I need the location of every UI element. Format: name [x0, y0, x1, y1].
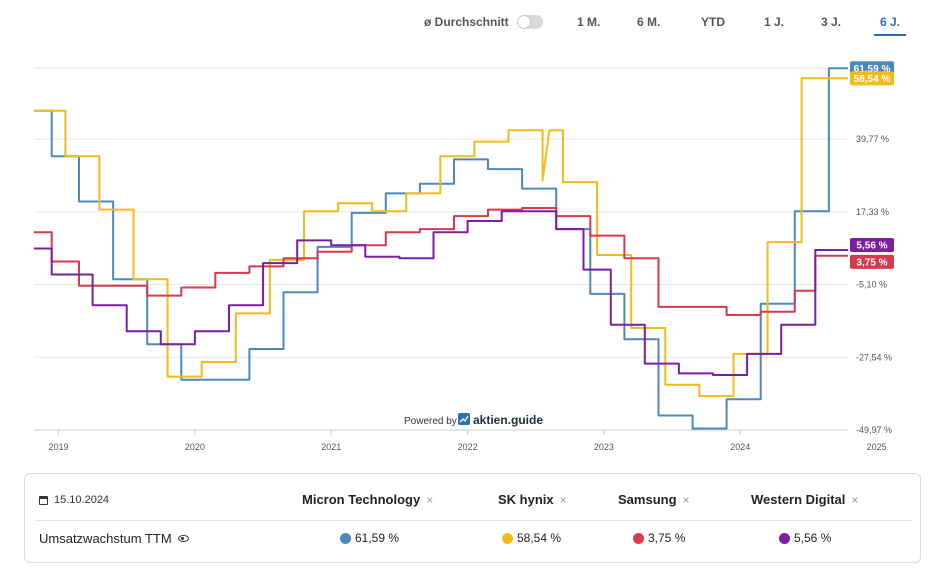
active-range-indicator	[874, 34, 906, 36]
range-1y-button[interactable]: 1 J.	[764, 15, 785, 29]
trend-icon	[459, 415, 469, 423]
value-micron: 61,59 %	[340, 531, 399, 545]
series-line	[34, 210, 848, 376]
badge-label: 5,56 %	[856, 240, 887, 251]
x-tick-label: 2020	[185, 442, 205, 452]
range-1m-button[interactable]: 1 M.	[577, 15, 601, 29]
value-text: 5,56 %	[794, 531, 832, 545]
range-3y-button[interactable]: 3 J.	[821, 15, 842, 29]
range-ytd-button[interactable]: YTD	[701, 15, 725, 29]
last-value-badge: 5,56 %	[850, 237, 894, 252]
company-name: Western Digital	[751, 492, 846, 507]
company-header-westerndigital: Western Digital ×	[751, 492, 858, 507]
value-text: 58,54 %	[517, 531, 562, 545]
badge-box	[850, 254, 894, 269]
value-samsung: 3,75 %	[633, 531, 685, 545]
brand-text: aktien.guide	[473, 413, 543, 427]
series-color-dot	[779, 532, 790, 544]
y-tick-labels: -49,97 % -27,54 % -5,10 % 17,33 % 39,77 %	[856, 134, 892, 435]
switch-knob	[517, 16, 530, 28]
x-tick-label: 2021	[321, 442, 341, 452]
close-icon[interactable]: ×	[426, 492, 434, 507]
y-tick-label: 17,33 %	[856, 207, 889, 217]
last-value-badge: 58,54 %	[850, 71, 894, 86]
y-tick-label: -27,54 %	[856, 352, 892, 362]
value-text: 3,75 %	[648, 531, 686, 545]
powered-by-text: Powered by	[404, 416, 457, 427]
badge-label: 3,75 %	[856, 257, 887, 268]
company-name: SK hynix	[498, 492, 554, 507]
x-tick-label: 2019	[49, 442, 69, 452]
series-line	[34, 77, 848, 398]
value-skhynix: 58,54 %	[502, 531, 561, 545]
legend-card: 15.10.2024 Micron Technology × SK hynix …	[24, 473, 921, 563]
close-icon[interactable]: ×	[851, 492, 859, 507]
x-tick-label: 2025	[867, 442, 887, 452]
aktien-guide-logo-icon	[458, 413, 470, 425]
value-westerndigital: 5,56 %	[779, 531, 831, 545]
grid-lines	[34, 67, 848, 431]
series-color-dot	[633, 532, 644, 544]
company-name: Micron Technology	[302, 492, 421, 507]
series-color-dot	[340, 532, 351, 544]
calendar-icon	[39, 495, 48, 505]
badge-label: 61,59 %	[854, 64, 891, 75]
last-value-badge: 3,75 %	[850, 254, 894, 269]
range-6y-button[interactable]: 6 J.	[880, 15, 901, 29]
y-tick-label: 39,77 %	[856, 134, 889, 144]
x-tick-labels: 2019 2020 2021 2022 2023 2024 2025	[49, 430, 887, 452]
average-toggle[interactable]: ø Durchschnitt	[424, 15, 543, 29]
average-label: ø Durchschnitt	[424, 15, 509, 29]
legend-date: 15.10.2024	[39, 494, 109, 506]
badge-label: 58,54 %	[854, 74, 891, 85]
last-value-badges: 61,59 %58,54 % 3,75 % 5,56 %	[850, 61, 894, 269]
range-6m-button[interactable]: 6 M.	[637, 15, 661, 29]
x-tick-label: 2023	[594, 442, 614, 452]
x-tick-label: 2022	[458, 442, 478, 452]
metric-text: Umsatzwachstum TTM	[39, 531, 172, 546]
x-tick-label: 2024	[730, 442, 750, 452]
series-line	[34, 67, 848, 430]
company-header-micron: Micron Technology ×	[302, 492, 433, 507]
legend-divider	[35, 520, 912, 521]
date-text: 15.10.2024	[54, 494, 110, 506]
value-text: 61,59 %	[355, 531, 400, 545]
badge-box	[850, 71, 894, 86]
metric-row-label: Umsatzwachstum TTM	[39, 531, 189, 546]
close-icon[interactable]: ×	[682, 492, 690, 507]
series-lines	[34, 67, 848, 430]
badge-box	[850, 237, 894, 252]
eye-icon[interactable]	[177, 535, 189, 542]
line-chart: -49,97 % -27,54 % -5,10 % 17,33 % 39,77 % 20…	[34, 61, 894, 452]
company-header-skhynix: SK hynix ×	[498, 492, 567, 507]
chart-toolbar: ø Durchschnitt 1 M. 6 M. YTD 1 J. 3 J. 6…	[0, 10, 952, 36]
legend-header: 15.10.2024 Micron Technology × SK hynix …	[25, 474, 920, 520]
y-tick-label: -49,97 %	[856, 425, 892, 435]
close-icon[interactable]: ×	[559, 492, 567, 507]
company-name: Samsung	[618, 492, 677, 507]
average-switch[interactable]	[516, 15, 543, 29]
company-header-samsung: Samsung ×	[618, 492, 690, 507]
series-color-dot	[502, 532, 513, 544]
y-tick-label: -5,10 %	[856, 280, 887, 290]
series-line	[34, 207, 848, 316]
watermark: Powered by aktien.guide	[404, 413, 543, 427]
